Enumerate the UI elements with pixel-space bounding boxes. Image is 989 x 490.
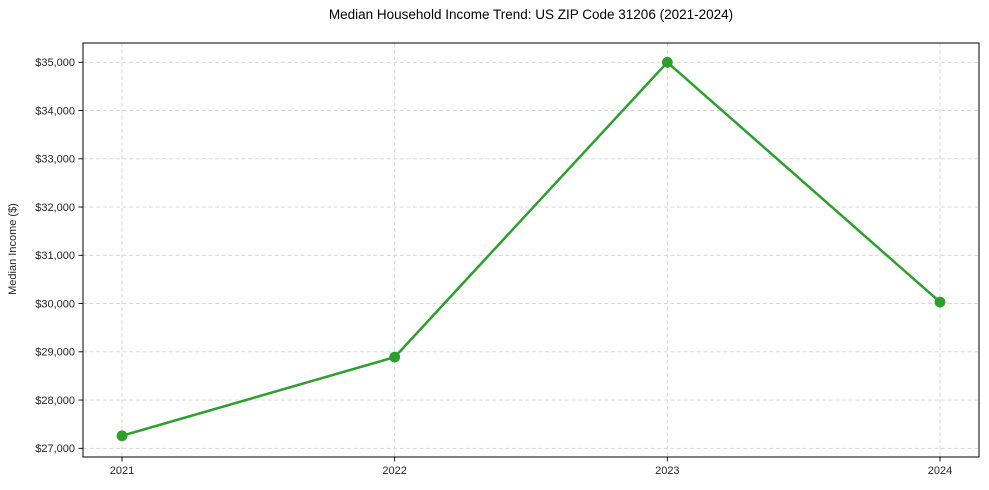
y-tick-label: $29,000 — [35, 347, 75, 359]
data-point — [389, 351, 401, 363]
data-point — [661, 56, 673, 68]
y-tick-label: $28,000 — [35, 395, 75, 407]
x-tick-label: 2021 — [110, 465, 134, 477]
data-point — [934, 296, 946, 308]
y-tick-label: $32,000 — [35, 202, 75, 214]
x-tick-label: 2024 — [928, 465, 952, 477]
y-tick-label: $34,000 — [35, 105, 75, 117]
data-point — [116, 430, 128, 442]
y-axis-label: Median Income ($) — [7, 203, 19, 295]
y-tick-label: $33,000 — [35, 154, 75, 166]
y-tick-label: $31,000 — [35, 250, 75, 262]
chart-title: Median Household Income Trend: US ZIP Co… — [328, 7, 734, 22]
x-tick-label: 2023 — [655, 465, 679, 477]
y-tick-label: $30,000 — [35, 298, 75, 310]
data-point-markers — [116, 56, 946, 442]
income-trend-line — [120, 61, 942, 438]
y-tick-label: $35,000 — [35, 57, 75, 69]
grid-lines — [83, 43, 979, 457]
tick-marks — [78, 61, 941, 462]
x-tick-label: 2022 — [382, 465, 406, 477]
axes-frame — [82, 42, 980, 458]
x-axis-tick-labels: 2021 2022 2023 2024 — [110, 465, 952, 477]
y-axis-tick-labels: $27,000 $28,000 $29,000 $30,000 $31,000 $32,0… — [35, 57, 75, 455]
y-tick-label: $27,000 — [35, 443, 75, 455]
